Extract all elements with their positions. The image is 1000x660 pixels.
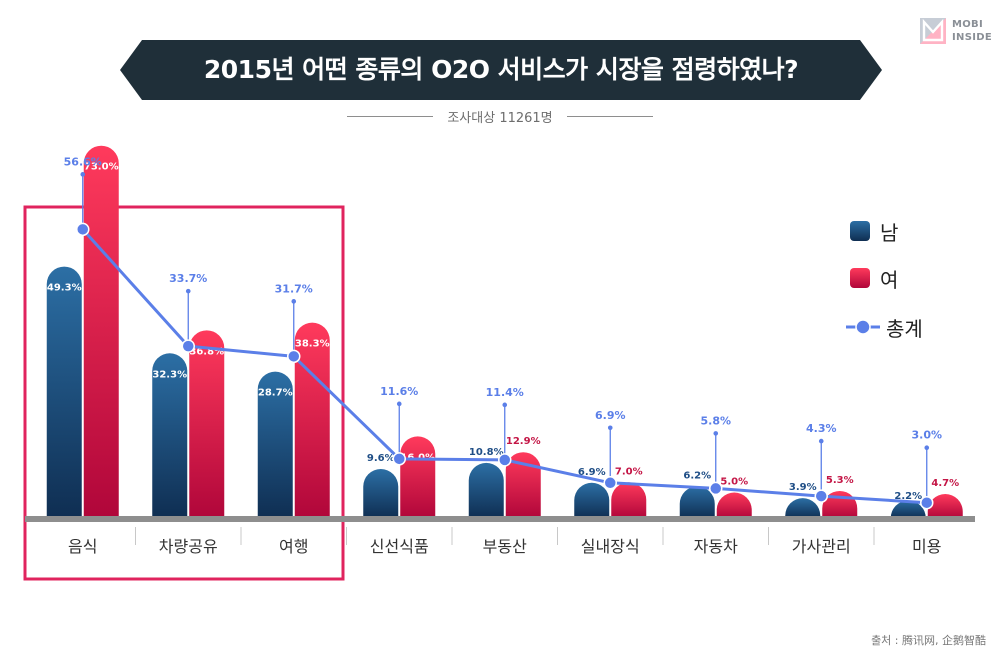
total-point-0: [76, 222, 90, 237]
bar-female-8: [927, 494, 963, 518]
source-note: 출처 : 腾讯网, 企鹅智酷: [871, 634, 986, 647]
category-label-4: 부동산: [483, 537, 527, 556]
total-leader-dot-1: [185, 288, 191, 294]
total-label-7: 4.3%: [806, 422, 837, 435]
bar-male-0: [46, 266, 82, 518]
label-male-5: 6.9%: [578, 467, 606, 478]
total-leader-dot-4: [502, 402, 508, 408]
category-labels: 음식 차량공유 여행 신선식품 부동산 실내장식 자동차 가사관리 미용: [68, 527, 941, 556]
total-leader-dot-3: [396, 401, 402, 407]
title-banner: [120, 40, 882, 100]
category-label-0: 음식: [68, 537, 97, 556]
bar-female-0: [83, 145, 119, 518]
subtitle-text: 조사대상 11261명: [447, 110, 553, 126]
x-axis-baseline: [25, 516, 975, 522]
label-female-0: 73.0%: [84, 162, 119, 173]
label-male-8: 2.2%: [894, 491, 922, 502]
category-label-6: 자동차: [694, 537, 738, 556]
total-point-3: [392, 452, 406, 466]
subtitle-line-right: [566, 115, 653, 117]
logo-text-line2: INSIDE: [952, 32, 992, 43]
total-leader-dot-6: [713, 431, 719, 436]
label-male-3: 9.6%: [367, 453, 395, 464]
bar-female-5: [611, 482, 647, 518]
total-label-5: 6.9%: [595, 409, 626, 422]
legend-label-male: 남: [880, 220, 899, 245]
bar-male-8: [890, 500, 926, 518]
bar-female-2: [294, 322, 330, 518]
mobiinside-logo: MOBI INSIDE: [920, 16, 992, 50]
legend-item-male: 남: [850, 218, 899, 245]
label-female-7: 5.3%: [826, 475, 854, 486]
label-male-4: 10.8%: [469, 447, 504, 458]
total-point-7: [814, 489, 828, 503]
label-male-1: 32.3%: [152, 369, 187, 380]
subtitle: 조사대상 11261명: [330, 106, 670, 126]
legend-item-total: 총계: [846, 314, 923, 341]
legend-swatch-male: [850, 221, 870, 241]
bar-female-4: [505, 452, 541, 518]
total-line-layer: 56.6% 33.7% 31.7% 11.6% 11.4% 6.9% 5.8% 4.3% 3.0…: [64, 155, 942, 510]
bar-male-7: [785, 498, 821, 518]
total-point-6: [709, 481, 723, 496]
total-label-1: 33.7%: [169, 272, 207, 285]
bar-female-6: [716, 492, 752, 518]
total-point-8: [920, 495, 934, 510]
total-leader-dot-2: [291, 299, 297, 304]
bars-layer: 49.3%73.0%32.3%36.8%28.7%38.3%9.6% 16.0% 1…: [46, 145, 963, 518]
legend-swatch-female: [850, 268, 870, 288]
logo-mark-icon: [920, 18, 946, 44]
logo-text-line1: MOBI: [952, 19, 983, 30]
label-male-2: 28.7%: [258, 388, 293, 399]
bar-male-2: [257, 371, 293, 518]
label-male-0: 49.3%: [47, 283, 82, 294]
legend-label-female: 여: [880, 267, 899, 292]
total-label-3: 11.6%: [380, 385, 418, 398]
bar-male-4: [468, 462, 504, 518]
bar-male-3: [363, 469, 399, 518]
category-label-5: 실내장식: [581, 537, 640, 556]
bar-male-1: [152, 353, 188, 518]
category-label-3: 신선식품: [370, 537, 429, 556]
label-male-7: 3.9%: [789, 482, 817, 493]
label-female-2: 38.3%: [295, 339, 330, 350]
category-label-7: 가사관리: [792, 537, 851, 556]
category-label-2: 여행: [279, 537, 308, 556]
total-label-8: 3.0%: [911, 429, 942, 442]
total-label-2: 31.7%: [275, 282, 313, 295]
total-point-5: [603, 476, 617, 490]
label-male-6: 6.2%: [683, 470, 711, 481]
label-female-5: 7.0%: [615, 466, 643, 477]
total-leader-dot-0: [80, 172, 86, 177]
legend-item-female: 여: [850, 265, 899, 292]
category-label-8: 미용: [912, 537, 941, 556]
bar-female-3: [400, 436, 436, 518]
total-leader-dot-7: [818, 438, 824, 444]
bar-female-1: [189, 330, 225, 518]
highlight-box: [23, 205, 345, 581]
total-label-6: 5.8%: [700, 414, 731, 427]
total-label-4: 11.4%: [486, 386, 524, 399]
bar-male-5: [574, 482, 610, 518]
bar-male-6: [679, 486, 715, 518]
label-female-6: 5.0%: [720, 477, 748, 488]
total-leader-dot-8: [924, 445, 930, 451]
label-female-8: 4.7%: [931, 478, 959, 489]
total-point-1: [181, 339, 195, 353]
total-label-0: 56.6%: [64, 155, 102, 168]
legend-label-total: 총계: [886, 316, 923, 341]
total-leader-dot-5: [607, 425, 613, 431]
total-point-4: [498, 453, 512, 467]
legend-line-marker-icon: [846, 319, 880, 335]
subtitle-line-left: [347, 115, 434, 117]
category-label-1: 차량공유: [159, 537, 218, 556]
label-female-1: 36.8%: [189, 346, 224, 357]
total-point-2: [287, 349, 301, 364]
chart-title: 2015년 어떤 종류의 O2O 서비스가 시장을 점령하였나?: [203, 55, 799, 84]
label-female-4: 12.9%: [506, 436, 541, 447]
legend: 남 여 총계: [846, 218, 980, 348]
